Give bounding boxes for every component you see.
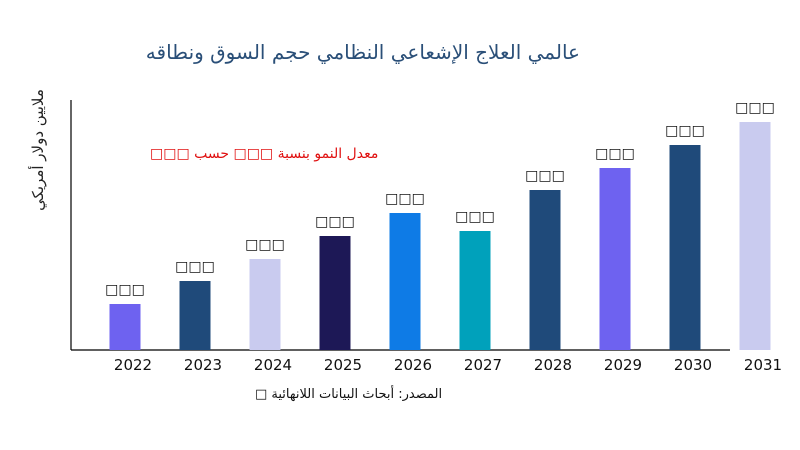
x-tick-label: 2029 <box>604 356 642 374</box>
x-tick-label: 2028 <box>534 356 572 374</box>
x-tick-label: 2026 <box>394 356 432 374</box>
bar-2027 <box>459 231 491 350</box>
data-label: □□□ <box>245 237 285 253</box>
data-label: □□□ <box>665 123 705 139</box>
x-tick-label: 2023 <box>184 356 222 374</box>
x-tick-label: 2024 <box>254 356 292 374</box>
data-label: □□□ <box>595 146 635 162</box>
growth-annotation: معدل النمو بنسبة □□□ حسب □□□ <box>150 146 379 162</box>
x-tick-label: 2027 <box>464 356 502 374</box>
data-label: □□□ <box>735 100 775 116</box>
chart-title: عالمي العلاج الإشعاعي النظامي حجم السوق … <box>145 40 580 64</box>
data-label: □□□ <box>525 168 565 184</box>
x-tick-label: 2031 <box>744 356 782 374</box>
bar-2024 <box>249 259 281 350</box>
data-label: □□□ <box>315 214 355 230</box>
data-label: □□□ <box>105 282 145 298</box>
bar-2022 <box>109 304 141 350</box>
source-note: المصدر: أبحاث البيانات اللانهائية □ <box>255 387 443 402</box>
bar-2025 <box>319 236 351 350</box>
data-label: □□□ <box>385 191 425 207</box>
x-tick-label: 2025 <box>324 356 362 374</box>
data-label: □□□ <box>455 209 495 225</box>
x-tick-label: 2022 <box>114 356 152 374</box>
bar-2030 <box>669 145 701 350</box>
bar-2026 <box>389 213 421 350</box>
data-label: □□□ <box>175 259 215 275</box>
bar-2023 <box>179 281 211 350</box>
x-tick-label: 2030 <box>674 356 712 374</box>
bar-2031 <box>739 122 771 350</box>
bar-2028 <box>529 190 561 350</box>
bar-2029 <box>599 168 631 350</box>
